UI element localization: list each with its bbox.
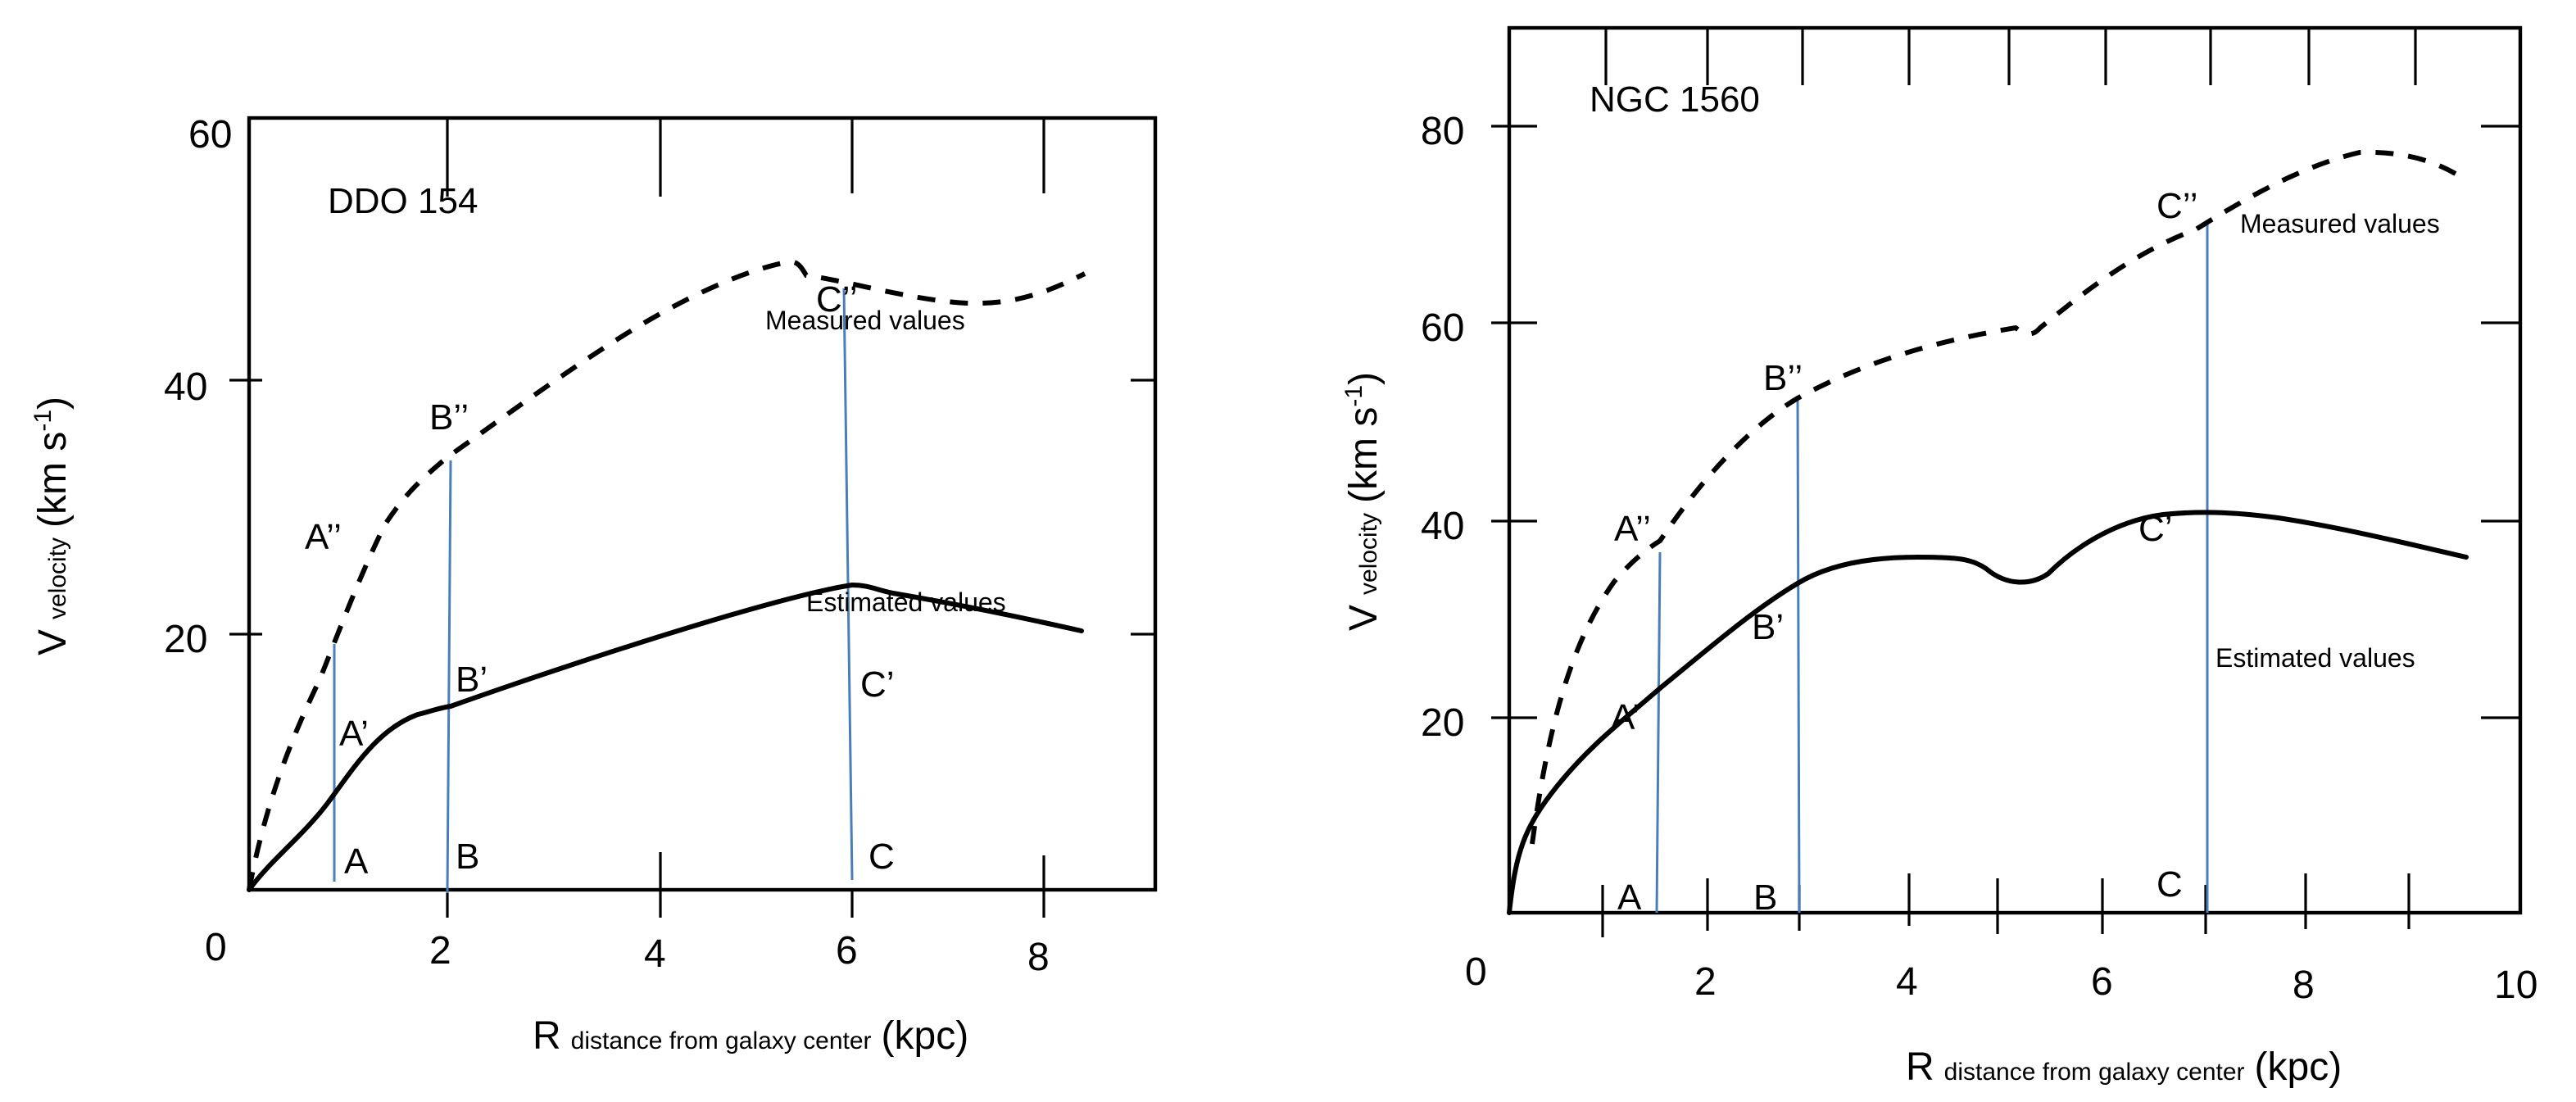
- y-label-sub: velocity: [44, 537, 71, 619]
- chart-title: DDO 154: [328, 181, 478, 221]
- x-label-unit: (kpc): [2255, 1045, 2342, 1089]
- x-tick-label: 8: [1027, 936, 1050, 979]
- point-label-c-prime: C’: [860, 664, 895, 705]
- marker-line-b: [1796, 397, 1801, 914]
- estimated-curve: [1507, 510, 2469, 915]
- bottom-ticks: [1601, 873, 2410, 937]
- marker-line-a: [1655, 551, 1662, 914]
- x-tick-label: 10: [2494, 964, 2537, 1007]
- x-tick-label: 2: [429, 929, 451, 973]
- point-label-b-prime: B’: [456, 660, 488, 700]
- chart-ddo154: 60 40 20 0 2 4 6 8 DDO 154 Vvelocity (km …: [29, 113, 1158, 1058]
- point-label-a: A: [1617, 878, 1642, 918]
- y-tick-label: 20: [164, 618, 207, 661]
- point-label-c-prime: C’: [2138, 509, 2173, 549]
- y-label-unit: (km s: [31, 432, 75, 528]
- point-label-a-double-prime: A’’: [305, 517, 342, 557]
- y-tick-label: 20: [1421, 701, 1464, 745]
- point-label-b-prime: B’: [1752, 607, 1784, 647]
- y-label-close: ): [1342, 372, 1386, 385]
- x-tick-label: 0: [1465, 950, 1487, 994]
- plot-frame: [1507, 25, 2523, 915]
- estimated-curve: [247, 583, 1084, 892]
- y-label-exp: -1: [29, 410, 57, 432]
- point-label-c-double-prime: C’’: [816, 279, 858, 320]
- point-label-a: A: [344, 841, 369, 882]
- estimated-values-label: Estimated values: [2215, 643, 2415, 673]
- x-label-main: R: [533, 1014, 561, 1058]
- point-label-a-double-prime: A’’: [1614, 509, 1651, 549]
- x-tick-label: 6: [2091, 960, 2113, 1004]
- y-tick-label: 60: [1421, 306, 1464, 350]
- chart-ngc1560: 80 60 40 20 0 2 4 6 8 10 NGC 1560 Vveloc…: [1340, 25, 2537, 1089]
- x-tick-label: 8: [2293, 964, 2315, 1007]
- point-label-a-prime: A’: [1611, 697, 1640, 737]
- x-label-sub: distance from galaxy center: [571, 1027, 872, 1054]
- measured-values-label: Measured values: [2240, 209, 2440, 238]
- point-label-a-prime: A’: [339, 714, 369, 754]
- top-ticks: [1604, 28, 2417, 85]
- y-axis-label: Vvelocity (km s-1): [1340, 372, 1386, 631]
- marker-line-b: [446, 460, 452, 894]
- chart-title: NGC 1560: [1590, 79, 1760, 120]
- svg-text:Vvelocity(km s-1): Vvelocity (km s-1): [1340, 372, 1386, 631]
- x-tick-label: 0: [205, 926, 227, 969]
- y-label-exp: -1: [1340, 385, 1367, 407]
- y-label-sub: velocity: [1355, 513, 1382, 595]
- point-label-c: C: [868, 837, 895, 877]
- measured-values-label: Measured values: [765, 306, 965, 335]
- x-label-sub: distance from galaxy center: [1944, 1059, 2245, 1086]
- point-label-b: B: [456, 837, 479, 877]
- measured-curve: [247, 259, 1086, 891]
- y-label-main: V: [1342, 605, 1386, 631]
- x-label-main: R: [1906, 1045, 1934, 1089]
- point-label-c: C: [2156, 864, 2183, 905]
- point-label-c-double-prime: C’’: [2156, 186, 2198, 226]
- y-tick-label: 40: [164, 365, 207, 409]
- x-tick-label: 4: [644, 932, 666, 976]
- y-label-close: ): [31, 397, 75, 410]
- point-label-b: B: [1753, 878, 1777, 918]
- y-label-main: V: [31, 629, 75, 655]
- x-tick-label: 4: [1896, 960, 1918, 1004]
- y-label-unit: (km s: [1342, 407, 1386, 503]
- y-ticks: [1491, 125, 2520, 719]
- x-tick-label: 2: [1694, 960, 1717, 1004]
- y-tick-label: 60: [188, 113, 232, 156]
- y-tick-label: 40: [1421, 505, 1464, 548]
- x-label-unit: (kpc): [882, 1014, 969, 1058]
- y-axis-label: Vvelocity (km s-1): [29, 397, 75, 655]
- y-tick-label: 80: [1421, 110, 1464, 153]
- svg-text:Vvelocity(km s-1): Vvelocity (km s-1): [29, 397, 75, 655]
- point-label-b-double-prime: B’’: [429, 397, 469, 438]
- plot-frame: [247, 116, 1158, 892]
- measured-curve: [1530, 149, 2468, 845]
- estimated-values-label: Estimated values: [806, 587, 1006, 617]
- x-tick-label: 6: [836, 929, 858, 973]
- point-label-b-double-prime: B’’: [1763, 358, 1803, 398]
